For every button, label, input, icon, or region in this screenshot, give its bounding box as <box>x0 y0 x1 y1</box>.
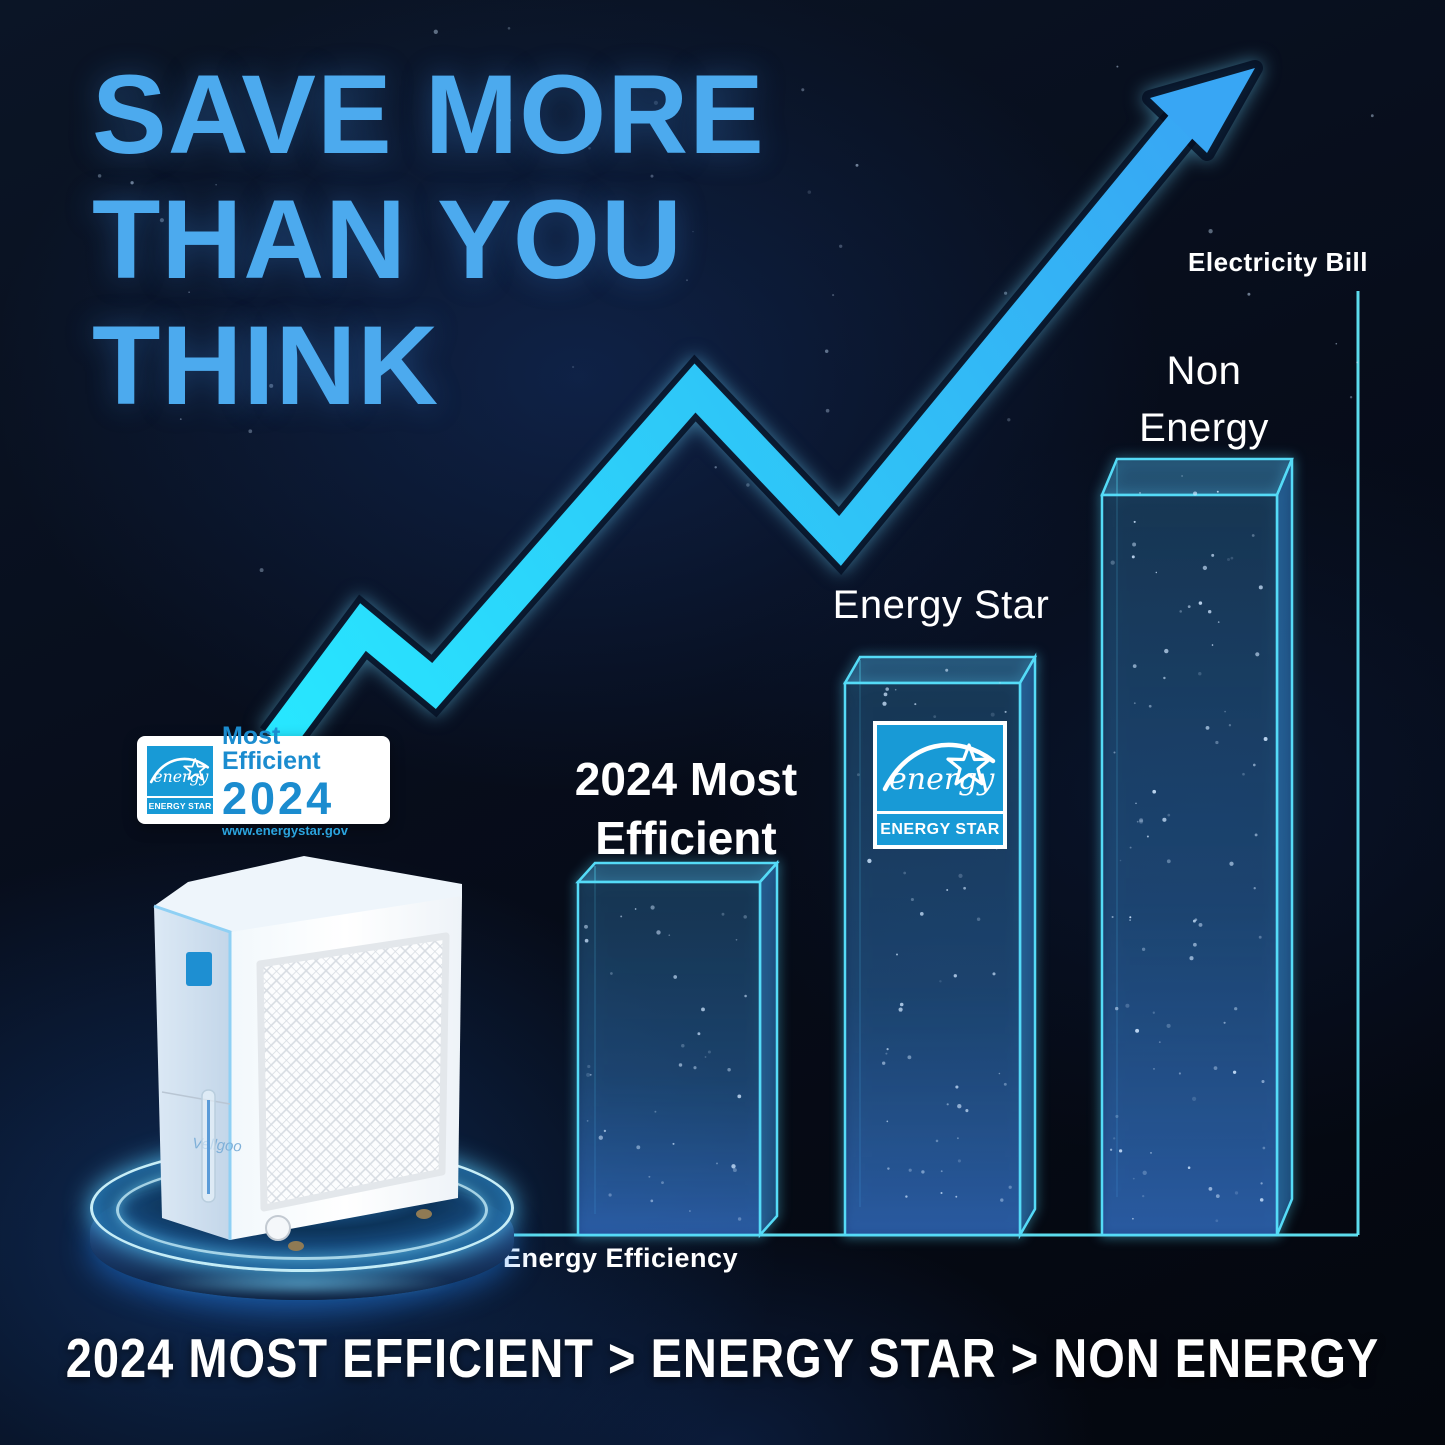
unit-top-cap <box>154 856 462 932</box>
bar-label-non-energy: Non Energy <box>1078 343 1330 457</box>
energy-script-text: energy <box>153 767 209 786</box>
tank-seam <box>161 1091 231 1105</box>
bar-label-2024-most-efficient: 2024 Most Efficient <box>540 750 832 868</box>
badge-text: Most Efficient 2024 www.energystar.gov <box>222 721 380 838</box>
bar-label-line: Energy Star <box>832 583 1050 627</box>
air-grille-icon <box>256 932 450 1212</box>
badge-url: www.energystar.gov <box>222 822 348 838</box>
trend-arrow-icon <box>259 60 1263 755</box>
energy-star-logo: energy ENERGY STAR <box>873 721 1007 849</box>
power-button <box>265 1215 291 1241</box>
energy-star-arc-icon: energy <box>882 742 995 797</box>
headline-line-3: THINK <box>92 302 440 428</box>
badge-year: 2024 <box>222 772 335 824</box>
badge-title: Most Efficient <box>222 721 321 775</box>
caster-foot <box>416 1209 432 1219</box>
most-efficient-2024-badge: energy ENERGY STAR Most Efficient 2024 w… <box>137 723 390 837</box>
pedestal-base-glow <box>82 1266 522 1302</box>
y-axis-label: Electricity Bill <box>1188 247 1368 277</box>
energy-star-arc-icon: energy <box>149 757 210 786</box>
headline-line-1: SAVE MORE <box>92 52 765 177</box>
bar-label-line: Efficient <box>595 811 777 864</box>
bar-2024-most-efficient <box>575 859 780 1239</box>
bar-label-line: Energy <box>1139 405 1269 450</box>
star-outline-icon <box>183 758 208 781</box>
energy-star-sticker <box>186 952 212 986</box>
brand-logo: Vellgoo <box>192 1135 243 1155</box>
caster-foot <box>288 1241 304 1251</box>
energy-star-wordmark: ENERGY STAR <box>147 796 213 814</box>
x-axis-label: Energy Efficiency <box>503 1243 739 1273</box>
bar-non-energy <box>1100 457 1294 1237</box>
headline-line-2: THAN YOU <box>92 177 683 303</box>
headline: SAVE MORE THAN YOU THINK <box>92 52 765 428</box>
energy-star-logo-small: energy ENERGY STAR <box>147 746 213 814</box>
energy-star-wordmark: ENERGY STAR <box>877 811 1003 845</box>
bar-label-energy-star: Energy Star <box>810 583 1072 628</box>
bar-label-line: Non <box>1166 349 1242 393</box>
unit-accent-edge <box>153 904 232 1240</box>
comparison-tagline: 2024 MOST EFFICIENT > ENERGY STAR > NON … <box>65 1327 1380 1389</box>
star-outline-icon <box>946 743 992 786</box>
bar-label-line: 2024 Most <box>574 753 798 805</box>
dehumidifier-product-image: Vellgoo <box>153 856 462 1251</box>
